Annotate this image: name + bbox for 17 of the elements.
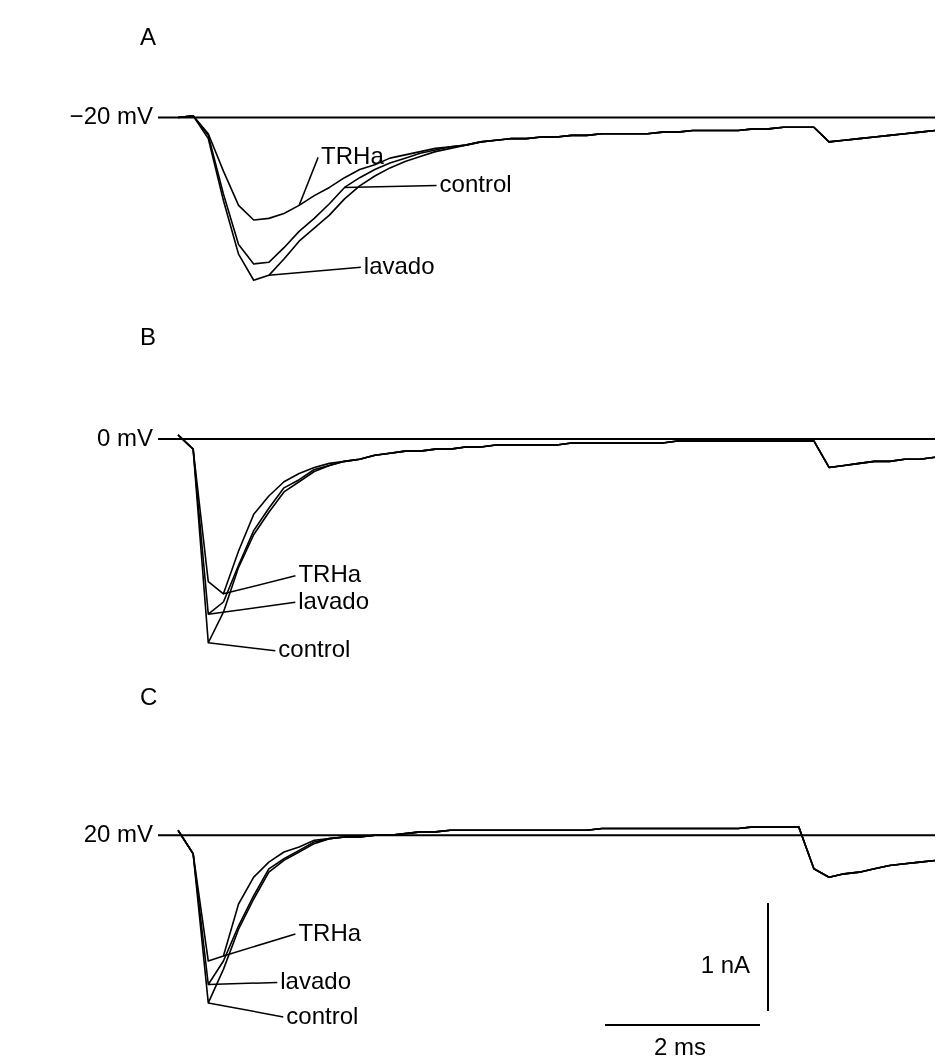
annotation: 1 nA: [700, 951, 750, 978]
series-label: TRHa: [321, 141, 385, 169]
legend-label: control: [439, 170, 512, 198]
chart-title: B: [140, 323, 157, 350]
ref-line-label: −20 mV: [69, 102, 153, 130]
legend-label: TRHa: [298, 918, 362, 946]
legend-label: lavado: [280, 967, 352, 995]
chart-title: C: [140, 683, 158, 710]
ref-line-label: 0 mV: [96, 423, 153, 451]
legend-label: lavado: [363, 251, 435, 279]
legend-label: lavado: [298, 586, 370, 614]
legend-label: TRHa: [298, 560, 362, 588]
text: 2 ms: [653, 1033, 707, 1060]
chart-title: A: [140, 23, 157, 50]
legend-label: control: [278, 635, 351, 663]
legend-label: control: [286, 1001, 359, 1029]
ref-line-label: 20 mV: [83, 819, 153, 847]
